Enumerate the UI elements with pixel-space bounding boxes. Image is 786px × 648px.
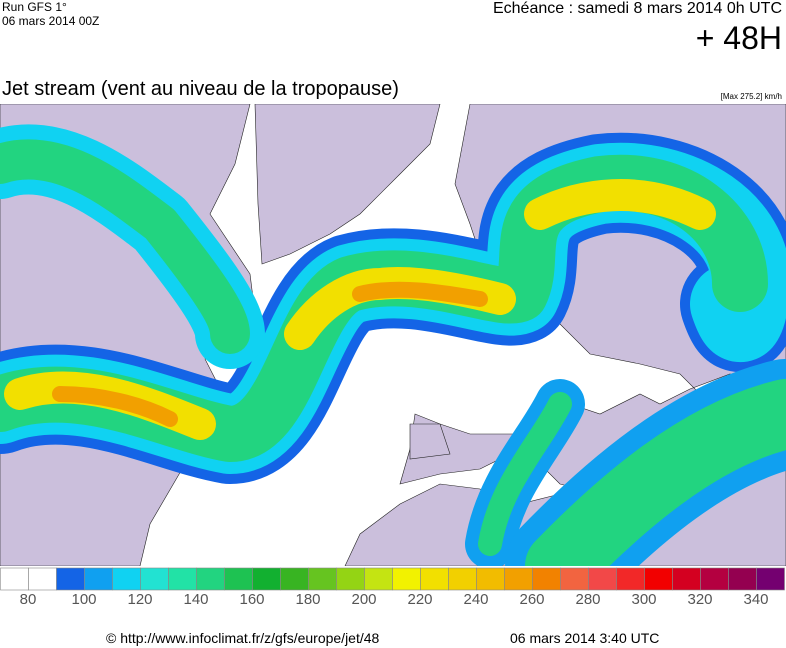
legend-swatch — [308, 567, 337, 591]
jet-stream — [0, 124, 786, 566]
legend-swatch — [84, 567, 113, 591]
legend-swatch — [420, 567, 449, 591]
legend-swatch — [140, 567, 169, 591]
source-url: © http://www.infoclimat.fr/z/gfs/europe/… — [106, 630, 380, 646]
jet-band — [0, 139, 250, 354]
legend-tick-label: 160 — [239, 591, 264, 606]
legend-swatch — [448, 567, 477, 591]
legend-tick-label: 240 — [463, 591, 488, 606]
map-title: Jet stream (vent au niveau de la tropopa… — [2, 78, 399, 100]
legend-swatch — [252, 567, 281, 591]
legend-swatch — [728, 567, 757, 591]
lead-time: + 48H — [695, 20, 782, 56]
legend-tick-label: 260 — [519, 591, 544, 606]
legend-swatch — [756, 567, 785, 591]
legend-swatch — [700, 567, 729, 591]
legend-swatch — [532, 567, 561, 591]
legend-swatch — [644, 567, 673, 591]
legend-swatch — [224, 567, 253, 591]
generated-time: 06 mars 2014 3:40 UTC — [510, 630, 660, 646]
legend-swatch — [672, 567, 701, 591]
legend-tick-label: 120 — [127, 591, 152, 606]
legend-swatch — [588, 567, 617, 591]
legend-swatch — [476, 567, 505, 591]
greenland — [254, 104, 441, 265]
legend-swatch — [336, 567, 365, 591]
legend-swatch — [392, 567, 421, 591]
valid-time: Echéance : samedi 8 mars 2014 0h UTC — [492, 0, 782, 17]
legend-swatch — [364, 567, 393, 591]
legend-tick-label: 340 — [743, 591, 768, 606]
legend-swatch — [504, 567, 533, 591]
run-date: 06 mars 2014 00Z — [2, 14, 100, 28]
map — [0, 104, 786, 566]
legend-swatch — [560, 567, 589, 591]
legend-tick-label: 300 — [631, 591, 656, 606]
run-label: Run GFS 1° — [2, 0, 67, 14]
legend-swatch — [616, 567, 645, 591]
legend-tick-label: 200 — [351, 591, 376, 606]
color-legend: 80 100 120 140 160 180 200 220 240 260 280 300 320 34… — [0, 567, 785, 606]
legend-swatch — [196, 567, 225, 591]
jet-band — [478, 392, 572, 556]
legend-tick-label: 280 — [575, 591, 600, 606]
legend-swatch — [28, 567, 57, 591]
iberia — [409, 423, 451, 460]
legend-swatch — [112, 567, 141, 591]
legend-swatch — [56, 567, 85, 591]
legend-tick-label: 180 — [295, 591, 320, 606]
legend-swatch — [168, 567, 197, 591]
legend-swatch — [280, 567, 309, 591]
legend-swatch — [0, 567, 29, 591]
jet-band — [52, 281, 488, 427]
legend-tick-label: 140 — [183, 591, 208, 606]
legend-tick-label: 80 — [20, 591, 37, 606]
legend-tick-label: 320 — [687, 591, 712, 606]
legend-tick-label: 100 — [71, 591, 96, 606]
max-value: [Max 275.2] km/h — [720, 92, 782, 101]
legend-tick-label: 220 — [407, 591, 432, 606]
jet-band — [525, 379, 786, 566]
